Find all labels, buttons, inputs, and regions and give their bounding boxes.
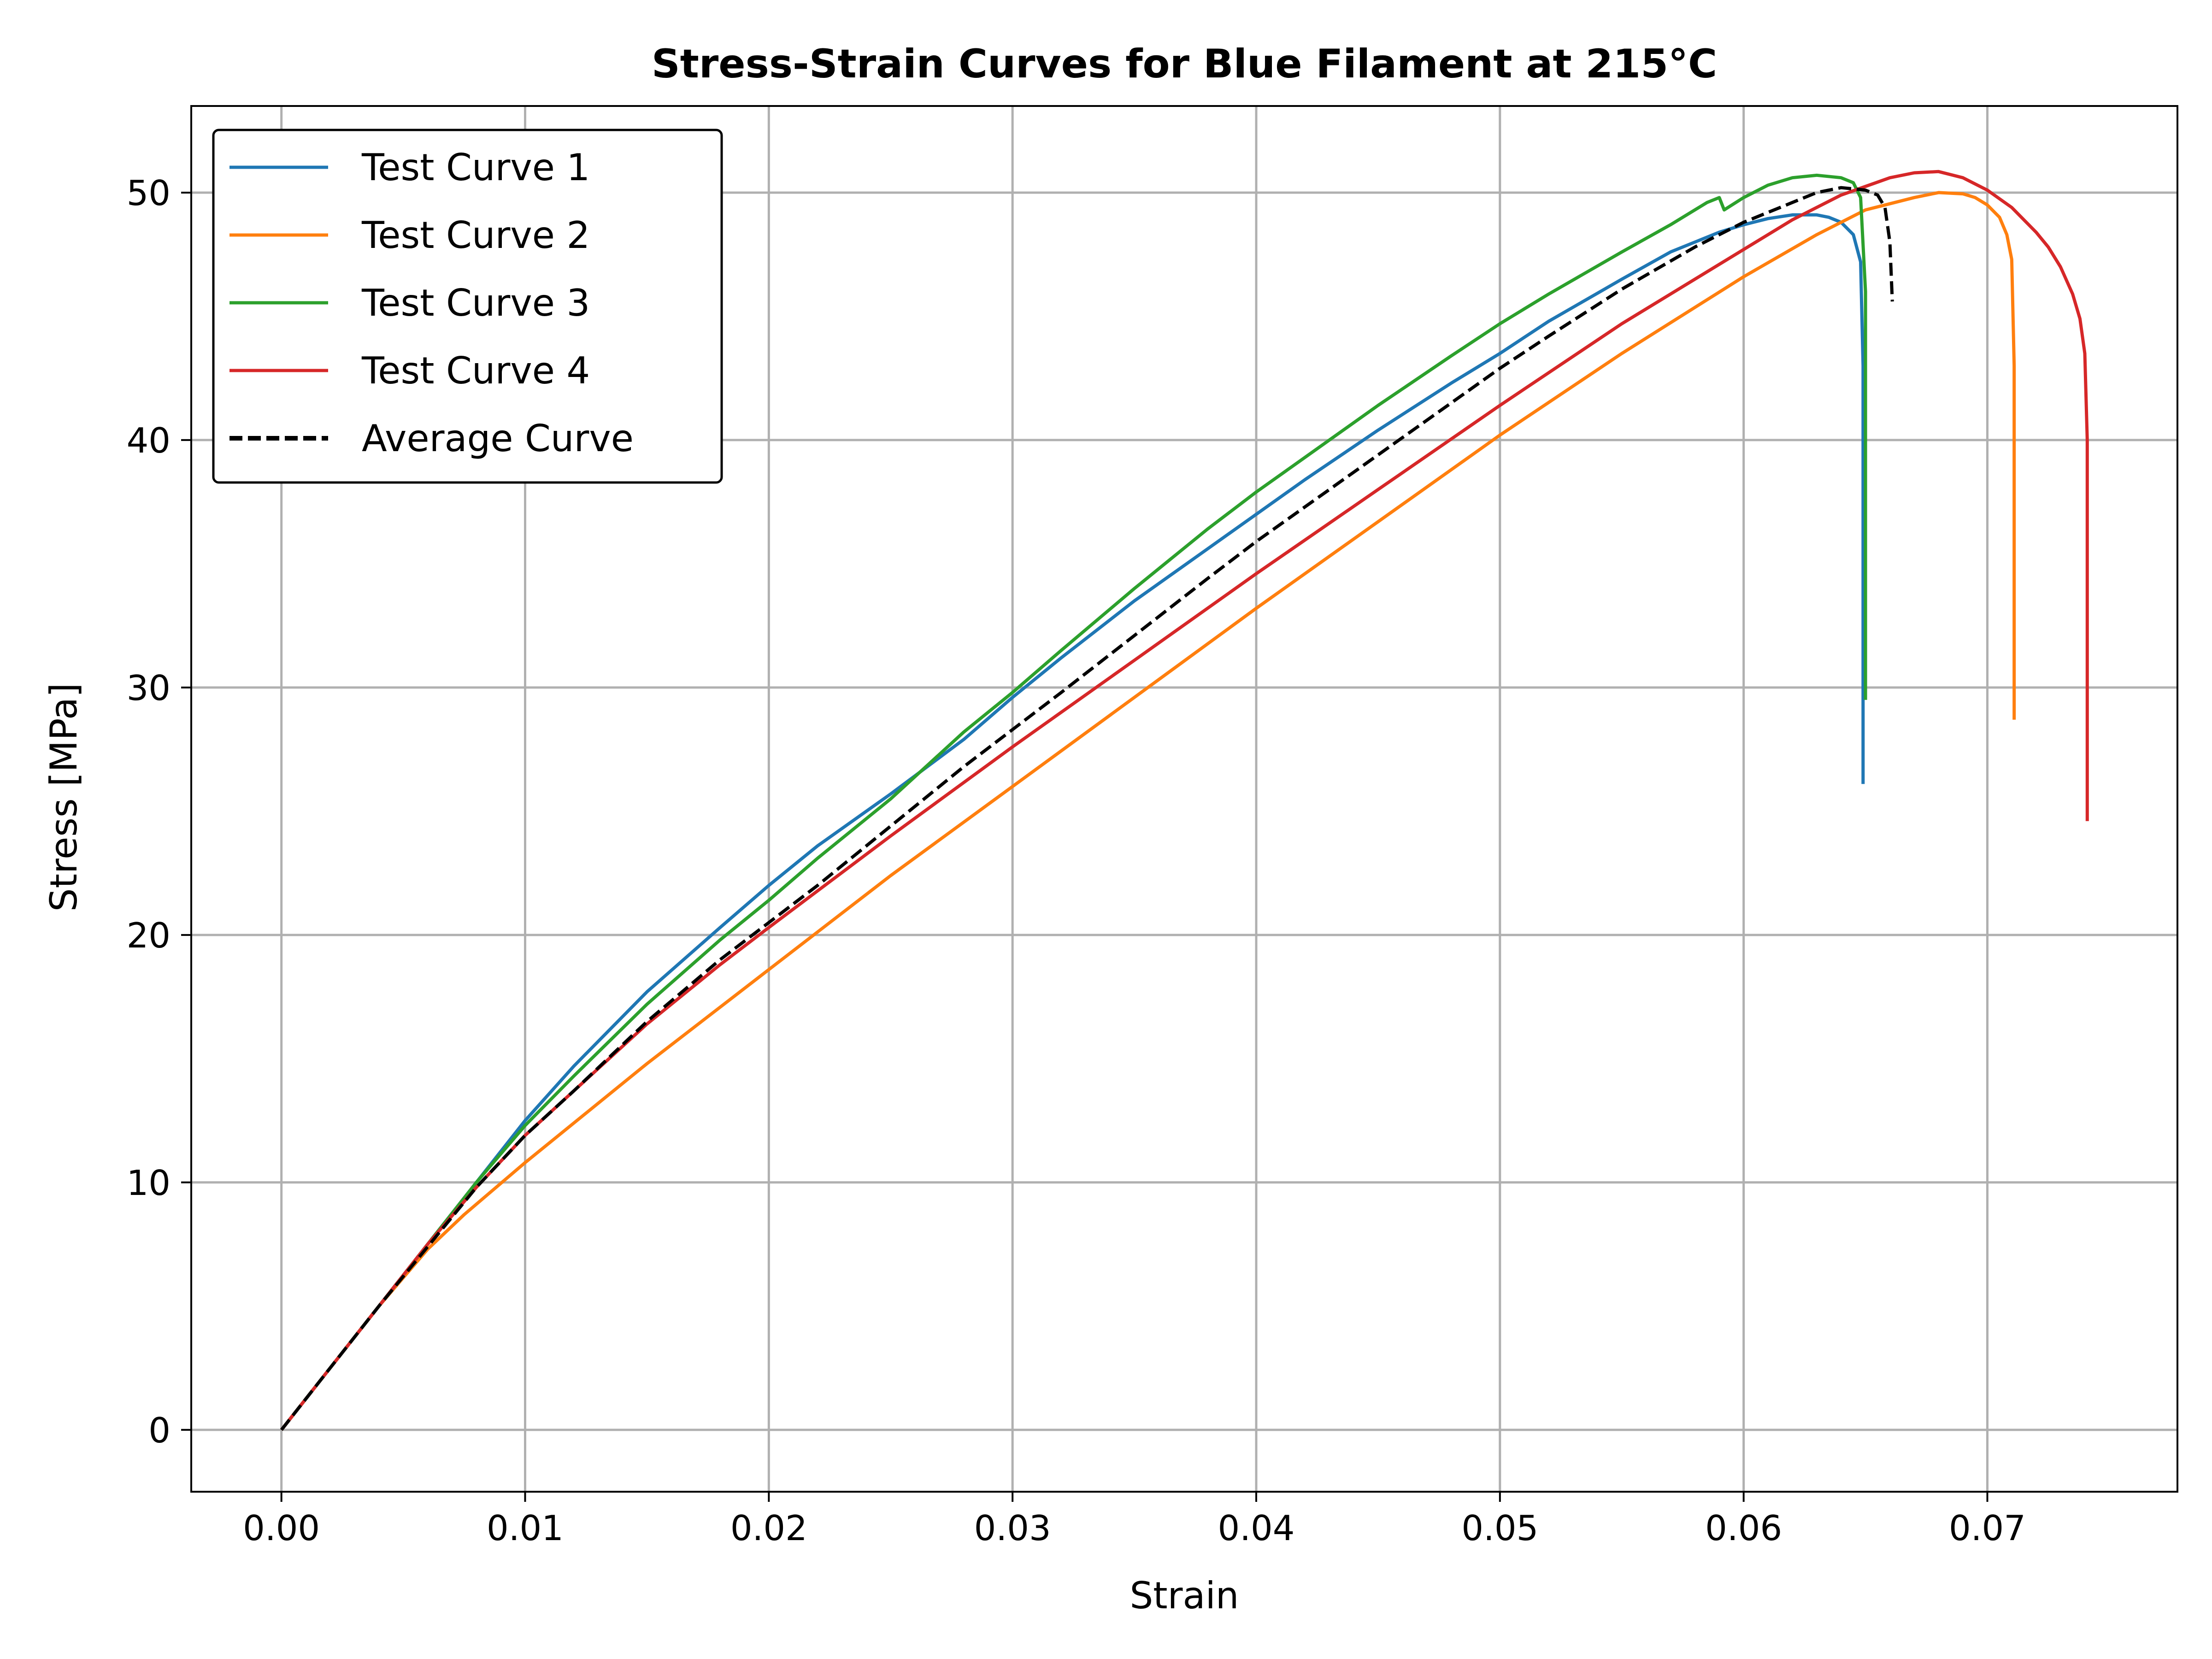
series-line-test-curve-2	[280, 191, 2016, 1431]
y-tick-label: 30	[127, 668, 171, 708]
grid-lines	[191, 106, 2177, 1492]
x-tick-label: 0.07	[1949, 1508, 2026, 1548]
legend-label: Average Curve	[362, 417, 634, 460]
x-tick-label: 0.01	[487, 1508, 564, 1548]
series-line-test-curve-3	[280, 173, 1867, 1431]
y-tick-label: 50	[127, 173, 171, 213]
x-axis-label: Strain	[1130, 1574, 1239, 1617]
x-tick-label: 0.02	[730, 1508, 807, 1548]
x-tick-label: 0.04	[1218, 1508, 1295, 1548]
legend-label: Test Curve 4	[361, 349, 590, 392]
legend-label: Test Curve 1	[361, 146, 590, 189]
legend-label: Test Curve 2	[361, 214, 590, 257]
y-tick-label: 0	[148, 1410, 171, 1451]
plot-series	[280, 170, 2089, 1431]
x-axis-ticks: 0.00 0.01 0.02 0.03 0.04 0.05 0.06 0.07	[243, 1492, 2026, 1548]
series-line-test-curve-1	[280, 213, 1865, 1431]
y-tick-label: 10	[127, 1163, 171, 1203]
legend: Test Curve 1 Test Curve 2 Test Curve 3 Test…	[212, 129, 723, 484]
x-tick-label: 0.03	[974, 1508, 1051, 1548]
y-tick-label: 20	[127, 915, 171, 956]
chart-title: Stress-Strain Curves for Blue Filament a…	[652, 41, 1717, 87]
y-axis-label: Stress [MPa]	[42, 683, 85, 912]
x-tick-label: 0.05	[1461, 1508, 1538, 1548]
series-line-average-curve	[280, 186, 1894, 1431]
y-tick-label: 40	[127, 420, 171, 461]
x-tick-label: 0.00	[243, 1508, 320, 1548]
legend-box	[212, 129, 723, 484]
legend-label: Test Curve 3	[361, 282, 590, 324]
y-axis-ticks: 0 10 20 30 40 50	[127, 173, 191, 1451]
x-tick-label: 0.06	[1705, 1508, 1782, 1548]
plot-area-frame	[190, 105, 2178, 1493]
